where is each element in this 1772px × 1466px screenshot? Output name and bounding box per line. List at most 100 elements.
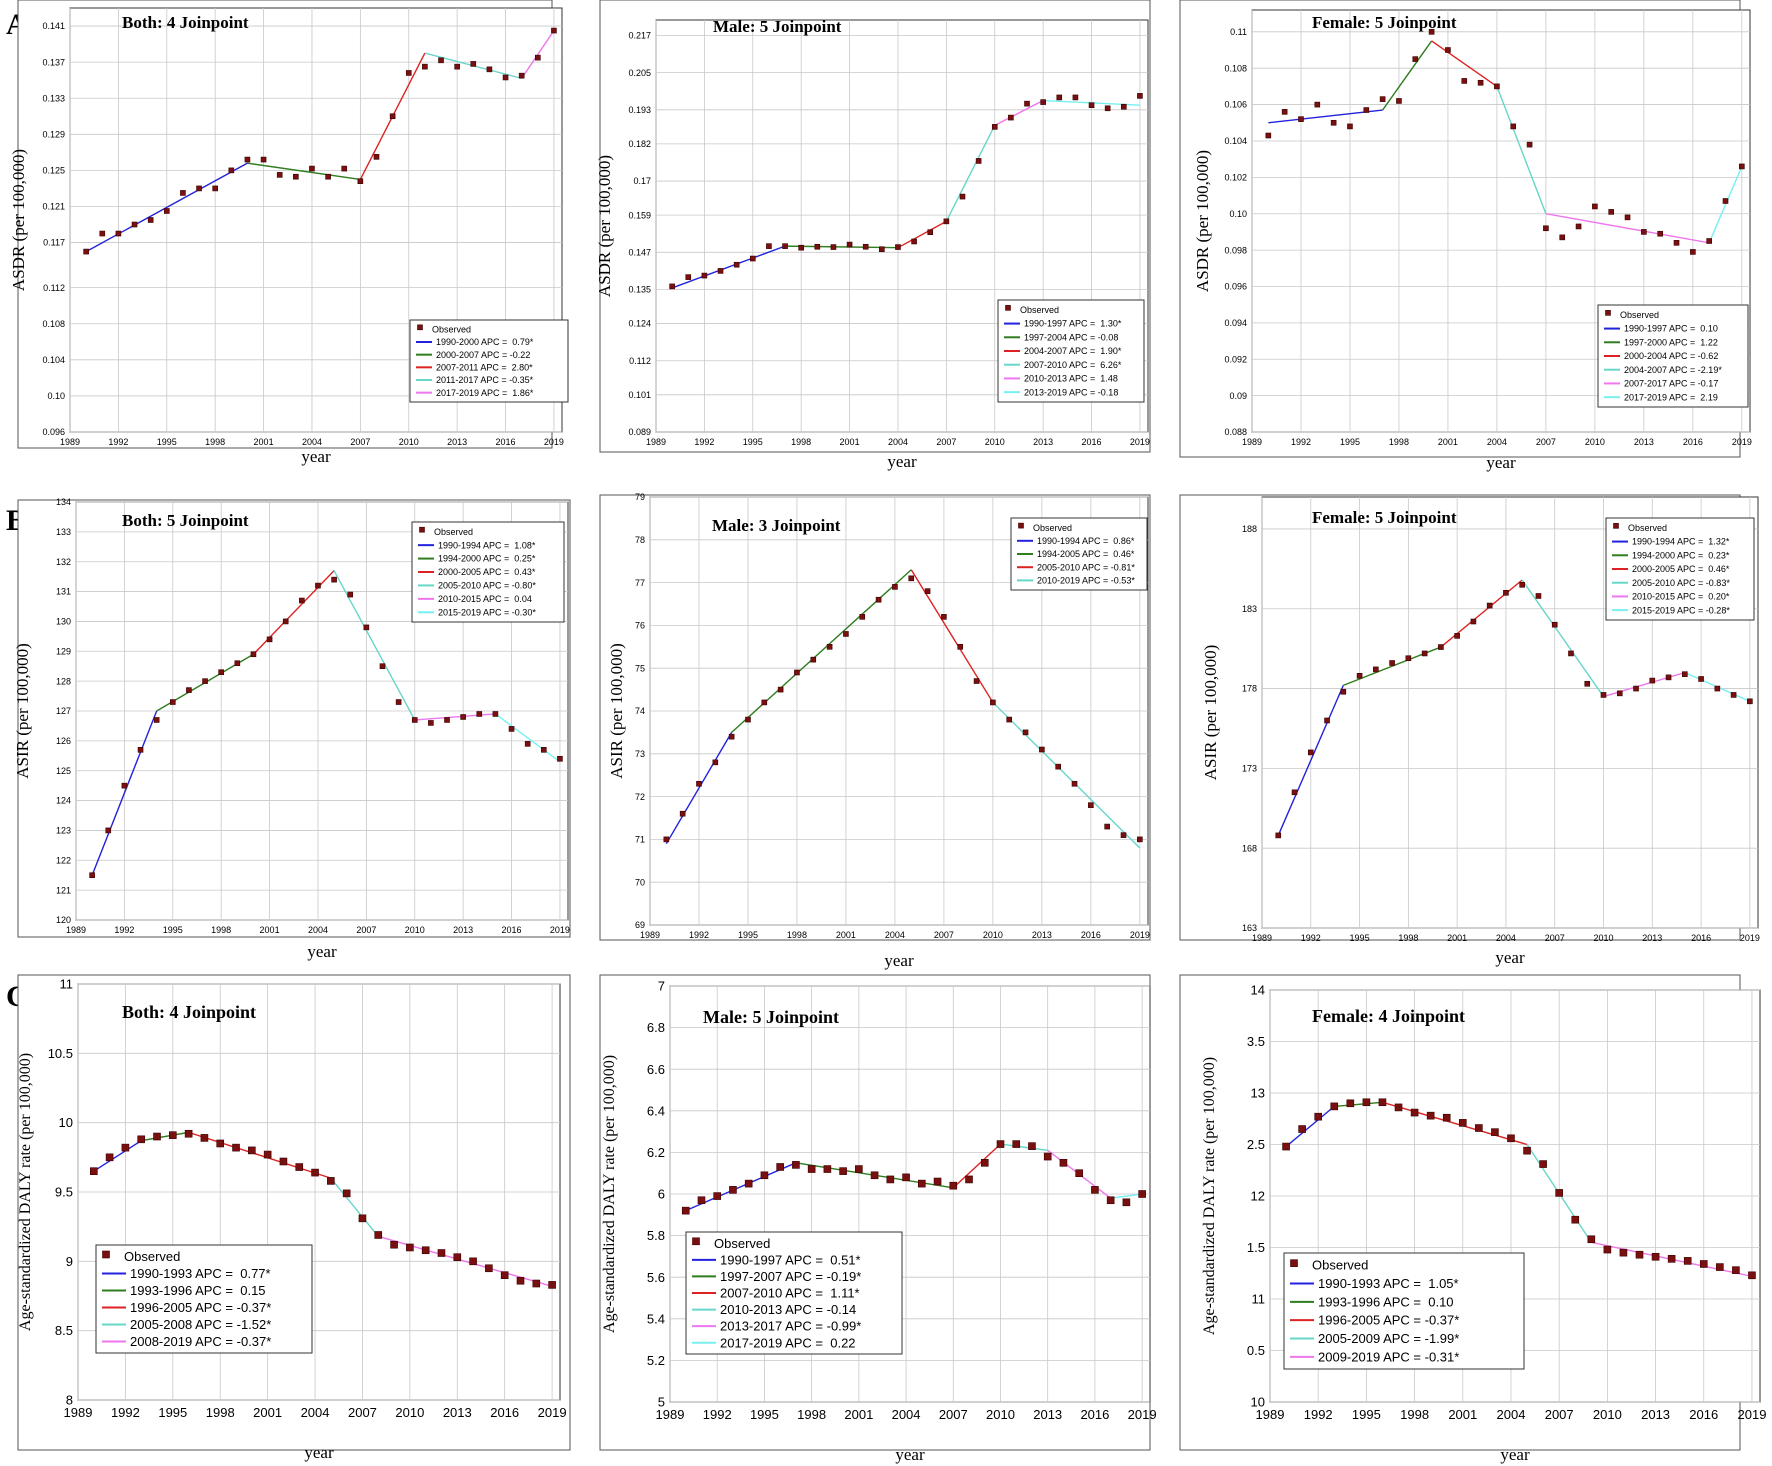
- y-axis-title: ASIR (per 100,000): [607, 643, 626, 779]
- x-tick-label: 1995: [163, 925, 183, 935]
- chart-legend: Observed 1990-1997 APC = 0.10 1997-2000 AP…: [1597, 304, 1749, 408]
- observed-point: [357, 178, 364, 185]
- y-tick-label: 0.135: [628, 285, 651, 295]
- x-tick-label: 2007: [1545, 1407, 1574, 1422]
- legend-series-label: 1997-2004 APC = -0.08: [1024, 332, 1118, 342]
- legend-observed-label: Observed: [714, 1236, 770, 1251]
- y-tick-label: 1.5: [1247, 1240, 1265, 1255]
- observed-point: [153, 1132, 161, 1141]
- joinpoint-segment: [247, 162, 361, 181]
- observed-point: [1428, 29, 1435, 35]
- observed-point: [895, 244, 901, 250]
- x-tick-label: 1989: [656, 1407, 685, 1422]
- x-tick-label: 2004: [302, 437, 322, 447]
- observed-point: [839, 1167, 847, 1175]
- x-tick-label: 2013: [1634, 437, 1654, 447]
- y-tick-label: 7: [658, 979, 665, 994]
- observed-point: [1298, 1125, 1306, 1133]
- observed-point: [315, 582, 321, 589]
- x-axis-title: year: [307, 942, 337, 961]
- observed-point: [1088, 102, 1095, 108]
- y-tick-label: 11: [60, 977, 74, 992]
- x-tick-label: 2004: [888, 437, 908, 447]
- y-tick-label: 130: [56, 617, 71, 627]
- x-tick-label: 1989: [60, 437, 80, 447]
- legend-series-label: 2007-2017 APC = -0.17: [1624, 379, 1718, 389]
- observed-point: [535, 54, 541, 61]
- observed-point: [846, 241, 853, 248]
- y-tick-label: 5.4: [647, 1311, 665, 1326]
- chart-panel: 1989 1992 1995 1998 2001 2004 2007 2010 2013 2016…: [1179, 974, 1767, 1464]
- observed-point: [260, 156, 267, 163]
- observed-point: [232, 1143, 240, 1152]
- x-tick-label: 2016: [1081, 930, 1101, 940]
- observed-point: [733, 261, 740, 268]
- observed-point: [342, 1189, 351, 1198]
- observed-point: [1426, 1111, 1435, 1120]
- observed-point: [421, 1246, 430, 1255]
- observed-point: [1454, 633, 1460, 639]
- observed-point: [105, 1153, 114, 1162]
- joinpoint-segment: [952, 1143, 1001, 1189]
- observed-point: [1265, 132, 1272, 139]
- observed-point: [1389, 660, 1395, 666]
- y-tick-label: 79: [635, 492, 645, 502]
- chart-panel: 1989 1992 1995 1998 2001 2004 2007 2010 2013 2016…: [595, 0, 1151, 471]
- legend-box: [409, 319, 569, 403]
- y-tick-label: 125: [56, 766, 71, 776]
- legend-series-label: 2004-2007 APC = -2.19*: [1624, 365, 1722, 375]
- x-tick-label: 1998: [1389, 437, 1409, 447]
- x-tick-label: 2016: [1691, 933, 1711, 943]
- joinpoint-segment: [330, 1177, 379, 1237]
- observed-point: [717, 268, 724, 274]
- y-tick-label: 9: [66, 1254, 73, 1269]
- observed-point: [713, 1192, 722, 1200]
- joinpoint-segment: [994, 99, 1044, 126]
- chart-legend: Observed 1990-1993 APC = 1.05* 1993-1996 A…: [1283, 1252, 1525, 1370]
- observed-point: [1088, 802, 1094, 808]
- observed-point: [453, 1253, 462, 1261]
- observed-point: [679, 810, 686, 817]
- x-tick-label: 2010: [985, 437, 1005, 447]
- observed-point: [406, 1243, 414, 1252]
- x-tick-label: 1992: [1291, 437, 1311, 447]
- observed-point: [1714, 685, 1721, 692]
- observed-point: [200, 1134, 209, 1142]
- observed-point: [1396, 98, 1402, 104]
- observed-point: [892, 584, 898, 590]
- observed-point: [1120, 832, 1127, 838]
- x-tick-label: 2019: [1738, 1407, 1767, 1422]
- observed-point: [745, 716, 751, 723]
- legend-observed-marker: [1605, 310, 1611, 316]
- observed-point: [760, 1171, 769, 1180]
- x-tick-label: 1995: [750, 1407, 779, 1422]
- observed-point: [115, 230, 122, 237]
- observed-point: [911, 238, 917, 245]
- x-tick-label: 1992: [703, 1407, 732, 1422]
- y-tick-label: 74: [635, 706, 645, 716]
- observed-point: [374, 1231, 383, 1239]
- y-tick-label: 178: [1242, 684, 1257, 694]
- x-tick-label: 1995: [738, 930, 758, 940]
- observed-point: [1282, 1142, 1290, 1151]
- legend-series-label: 2005-2010 APC = -0.81*: [1037, 562, 1135, 572]
- legend-series-label: 2017-2019 APC = 2.19: [1624, 392, 1718, 402]
- y-tick-label: 75: [635, 663, 645, 673]
- y-tick-label: 122: [56, 855, 71, 865]
- observed-point: [1587, 1235, 1596, 1244]
- legend-box: [997, 299, 1145, 403]
- legend-series-label: 1990-1994 APC = 1.08*: [438, 540, 536, 550]
- y-tick-label: 73: [635, 749, 645, 759]
- observed-point: [1690, 249, 1696, 255]
- observed-point: [1347, 123, 1353, 130]
- observed-point: [508, 726, 515, 732]
- observed-point: [807, 1165, 816, 1173]
- y-tick-label: 0.101: [628, 390, 651, 400]
- observed-point: [1438, 644, 1444, 650]
- observed-point: [83, 248, 89, 255]
- chart-title: Female: 4 Joinpoint: [1312, 1006, 1465, 1026]
- y-tick-label: 133: [56, 527, 71, 537]
- y-tick-label: 70: [635, 877, 645, 887]
- y-tick-label: 11: [1252, 1292, 1266, 1307]
- observed-point: [685, 274, 692, 280]
